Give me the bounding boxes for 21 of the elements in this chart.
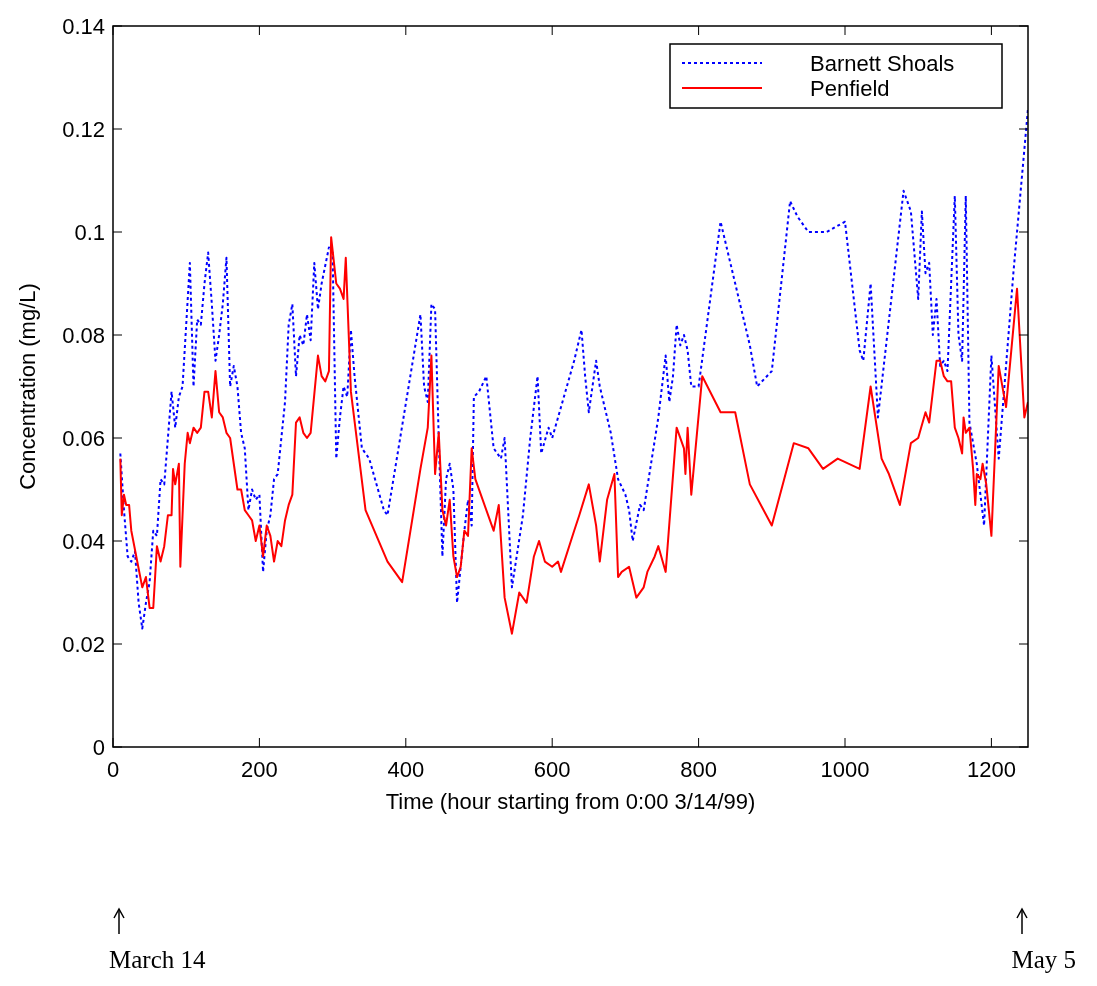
x-tick-label: 800 bbox=[680, 757, 717, 782]
x-tick-label: 400 bbox=[387, 757, 425, 782]
y-tick-label: 0.08 bbox=[62, 323, 105, 348]
y-axis-title: Concentration (mg/L) bbox=[15, 283, 40, 490]
y-tick-label: 0.04 bbox=[62, 529, 105, 554]
x-tick-label: 1000 bbox=[820, 757, 870, 782]
x-axis-title: Time (hour starting from 0:00 3/14/99) bbox=[385, 789, 756, 814]
y-tick-label: 0 bbox=[92, 735, 105, 760]
x-tick-label: 600 bbox=[533, 757, 571, 782]
line-series bbox=[119, 236, 1028, 635]
text: March 14 bbox=[109, 946, 206, 973]
y-tick-label: 0.14 bbox=[62, 14, 105, 39]
legend-label: Penfield bbox=[810, 76, 890, 101]
x-tick-label: 1200 bbox=[966, 757, 1016, 782]
x-tick-label: 200 bbox=[241, 757, 278, 782]
y-tick-label: 0.12 bbox=[62, 117, 105, 142]
y-tick-label: 0.1 bbox=[74, 220, 105, 245]
text: May 5 bbox=[1011, 946, 1076, 973]
legend-label: Barnett Shoals bbox=[810, 51, 955, 76]
y-tick-label: 0.02 bbox=[62, 632, 105, 657]
y-tick-label: 0.06 bbox=[62, 426, 105, 451]
